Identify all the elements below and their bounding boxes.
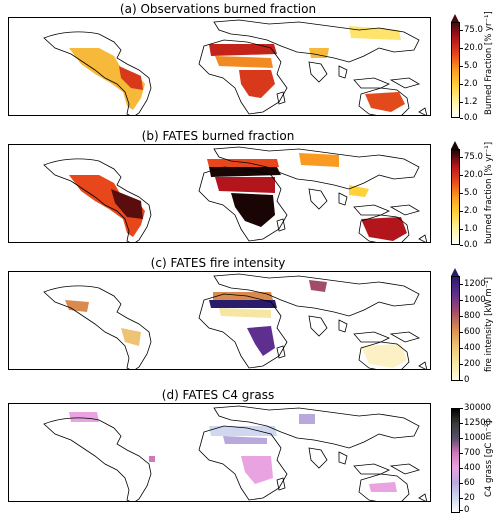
panel-d-tick: 700: [459, 448, 481, 458]
panel-b-tick: 2.0: [460, 206, 478, 216]
panel-a-title: (a) Observations burned fraction: [119, 2, 317, 16]
panel-a-tick: 5.0: [460, 61, 478, 71]
panel-d-tick: 30000: [459, 403, 492, 413]
panel-c-tick: 1000: [460, 295, 486, 305]
panel-c-tick: 600: [459, 327, 481, 337]
panel-a-tick: 20.0: [460, 43, 483, 53]
panel-d-tick: 1000: [460, 433, 486, 443]
panel-c-tick: 200: [459, 359, 481, 369]
panel-d-tick: 400: [459, 463, 481, 473]
panel-d-map: [8, 403, 431, 502]
panel-d-tick: 12500: [459, 418, 492, 428]
panel-b-colorbar: [451, 149, 460, 245]
panel-c-tick: 800: [459, 311, 481, 321]
panel-d-colorbar: [451, 408, 460, 513]
panel-b-tick: 5.0: [460, 188, 478, 198]
panel-a-colorbar-extend-arrow: [451, 14, 459, 22]
panel-a-map: [8, 17, 431, 116]
panel-b-tick: 1.0: [460, 224, 478, 234]
panel-d-title: (d) FATES C4 grass: [161, 388, 275, 402]
panel-a-tick: 0.0: [460, 113, 478, 123]
panel-d-tick: 0: [459, 505, 470, 515]
panel-a-tick: 75.0: [460, 25, 483, 35]
panel-d-tick: 60: [460, 478, 475, 488]
panel-c-tick: 1200: [460, 279, 486, 289]
panel-b-map: [8, 144, 431, 243]
panel-a-colorbar-label: Burned Fraction [% yr⁻¹]: [484, 11, 494, 115]
panel-b-tick: 0.0: [460, 240, 478, 250]
panel-a-tick: 2.0: [460, 79, 478, 89]
panel-b-colorbar-extend-arrow: [451, 141, 459, 149]
panel-a-tick: 1.2: [460, 97, 478, 107]
panel-c-map: [8, 271, 431, 370]
panel-b-colorbar-label: burned fraction [% yr⁻¹]: [484, 141, 494, 244]
panel-c-colorbar-extend-arrow: [451, 268, 459, 276]
panel-c-title: (c) FATES fire intensity: [150, 256, 286, 270]
panel-c-tick: 0: [459, 375, 470, 385]
panel-c-colorbar: [451, 276, 460, 381]
panel-c-colorbar-label: fire intensity [kW m⁻¹]: [484, 277, 494, 372]
panel-d-tick: 20: [460, 493, 475, 503]
panel-a-colorbar: [451, 22, 460, 118]
panel-b-title: (b) FATES burned fraction: [141, 129, 295, 143]
panel-b-tick: 20.0: [460, 170, 483, 180]
panel-d-colorbar-label: C4 grass [gC m⁻²]: [484, 420, 494, 497]
panel-c-tick: 400: [459, 343, 481, 353]
panel-b-tick: 75.0: [460, 152, 483, 162]
